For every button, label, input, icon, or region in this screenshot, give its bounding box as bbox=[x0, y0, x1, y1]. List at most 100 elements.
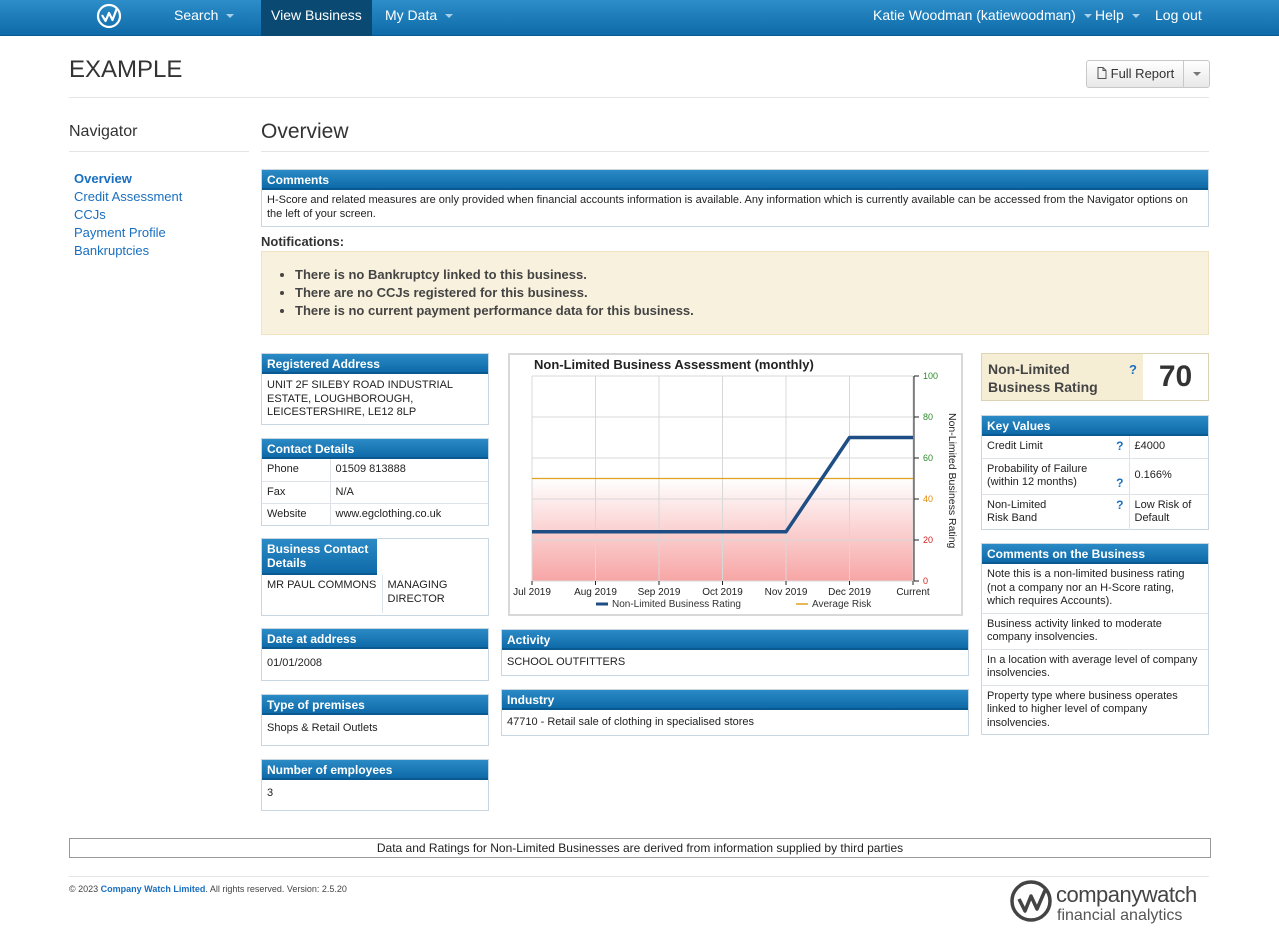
full-report-button[interactable]: Full Report bbox=[1087, 61, 1184, 87]
full-report-button-group: Full Report bbox=[1086, 60, 1210, 88]
series-line-rating bbox=[532, 435, 913, 534]
table-row: Fax N/A bbox=[262, 480, 488, 504]
employees-title: Number of employees bbox=[262, 760, 488, 780]
phone-value: 01509 813888 bbox=[335, 463, 406, 475]
list-item: Business activity linked to moderate com… bbox=[982, 612, 1208, 649]
chevron-down-icon bbox=[1192, 72, 1201, 76]
key-values-panel: Key Values ? Credit Limit £4000 Probabili… bbox=[981, 415, 1209, 530]
risk-band-value: Low Risk of Default bbox=[1129, 493, 1208, 530]
assessment-chart: Non-Limited Business Assessment (monthly… bbox=[508, 353, 963, 616]
nav-view-business[interactable]: View Business bbox=[261, 0, 372, 36]
industry-title: Industry bbox=[502, 690, 968, 710]
table-row: Probability of Failure (within 12 months… bbox=[982, 457, 1208, 494]
contact-role: MANAGING DIRECTOR bbox=[387, 579, 448, 605]
nav-user-menu[interactable]: Katie Woodman (katiewoodman) bbox=[873, 0, 1092, 36]
contact-details-title: Contact Details bbox=[262, 439, 488, 459]
chart-plot: 0 20 40 60 80 100 Jul 2019 Aug 2019 Sep 2019 Oct … bbox=[513, 371, 958, 610]
legend-label-rating: Non-Limited Business Rating bbox=[612, 599, 741, 610]
x-tick-label: Oct 2019 bbox=[702, 587, 743, 598]
disclaimer: Data and Ratings for Non-Limited Busines… bbox=[69, 838, 1211, 858]
navigator-link-ccjs[interactable]: CCJs bbox=[74, 207, 106, 222]
comments-text: H-Score and related measures are only pr… bbox=[267, 194, 1188, 220]
credit-limit-label-cell: ? Credit Limit bbox=[982, 436, 1130, 458]
business-comments-panel: Comments on the Business Note this is a … bbox=[981, 543, 1209, 735]
chevron-down-icon bbox=[445, 14, 454, 19]
y-tick-label: 100 bbox=[923, 371, 938, 381]
brand-name: companywatch bbox=[1056, 882, 1197, 907]
copyright-suffix: . All rights reserved. Version: 2.5.20 bbox=[205, 884, 347, 894]
navigator-link-credit-assessment[interactable]: Credit Assessment bbox=[74, 189, 183, 204]
chevron-down-icon bbox=[1083, 14, 1092, 19]
list-item: Note this is a non-limited business rati… bbox=[987, 568, 1185, 607]
rating-label: Non-Limited Business Rating bbox=[988, 361, 1098, 395]
nav-my-data-label: My Data bbox=[385, 7, 438, 23]
table-row: Phone 01509 813888 bbox=[262, 459, 488, 481]
help-icon[interactable]: ? bbox=[1116, 439, 1124, 453]
pof-label-cell: Probability of Failure (within 12 months… bbox=[982, 457, 1130, 494]
help-icon[interactable]: ? bbox=[1116, 476, 1124, 490]
table-row: MR PAUL COMMONS MANAGING DIRECTOR bbox=[262, 575, 488, 613]
key-values-title: Key Values bbox=[982, 416, 1208, 436]
business-contact-table: MR PAUL COMMONS MANAGING DIRECTOR bbox=[262, 575, 488, 613]
comments-panel: Comments H-Score and related measures ar… bbox=[261, 169, 1209, 227]
companywatch-brand-logo bbox=[1010, 880, 1052, 922]
pof-value: 0.166% bbox=[1129, 457, 1208, 494]
y-tick-label: 40 bbox=[923, 494, 933, 504]
business-comments-title: Comments on the Business bbox=[982, 544, 1208, 564]
premises-panel: Type of premises Shops & Retail Outlets bbox=[261, 694, 489, 746]
navigator-divider bbox=[69, 151, 249, 152]
nav-logout[interactable]: Log out bbox=[1155, 7, 1202, 23]
activity-value: SCHOOL OUTFITTERS bbox=[507, 656, 626, 668]
fax-value: N/A bbox=[330, 480, 488, 504]
business-comments-list: Note this is a non-limited business rati… bbox=[982, 564, 1208, 734]
date-at-address-title: Date at address bbox=[262, 629, 488, 649]
company-link[interactable]: Company Watch Limited bbox=[100, 884, 206, 894]
comments-title: Comments bbox=[262, 170, 1208, 190]
x-tick-label: Nov 2019 bbox=[765, 587, 808, 598]
date-at-address-value: 01/01/2008 bbox=[267, 657, 323, 669]
premises-value: Shops & Retail Outlets bbox=[267, 722, 378, 734]
copyright-prefix: © 2023 bbox=[69, 884, 99, 894]
website-label: Website bbox=[262, 503, 331, 526]
list-item: In a location with average level of comp… bbox=[982, 648, 1208, 685]
brand-subtitle: financial analytics bbox=[1057, 907, 1183, 924]
copyright: © 2023 Company Watch Limited. All rights… bbox=[69, 884, 347, 894]
header-divider bbox=[69, 97, 1209, 98]
credit-limit-value: £4000 bbox=[1134, 440, 1166, 452]
table-row: Website www.egclothing.co.uk bbox=[262, 503, 488, 526]
chevron-down-icon bbox=[226, 14, 235, 19]
x-tick-label: Sep 2019 bbox=[638, 587, 681, 598]
table-row: ? Non-Limited Risk Band Low Risk of Defau… bbox=[982, 493, 1208, 530]
navigator-link-bankruptcies[interactable]: Bankruptcies bbox=[74, 243, 150, 258]
navigator-link-overview[interactable]: Overview bbox=[74, 171, 132, 186]
x-tick-label: Jul 2019 bbox=[513, 587, 551, 598]
full-report-dropdown-toggle[interactable] bbox=[1184, 61, 1209, 87]
companywatch-logo-icon[interactable] bbox=[96, 3, 122, 29]
premises-title: Type of premises bbox=[262, 695, 488, 715]
activity-panel: Activity SCHOOL OUTFITTERS bbox=[501, 629, 969, 676]
business-contact-panel: Business Contact Details MR PAUL COMMONS… bbox=[261, 538, 489, 616]
notifications-label: Notifications: bbox=[261, 234, 345, 249]
key-values-table: ? Credit Limit £4000 Probability of Failu… bbox=[982, 436, 1208, 530]
page-title: EXAMPLE bbox=[69, 56, 183, 83]
nav-user-label: Katie Woodman (katiewoodman) bbox=[873, 7, 1076, 23]
contact-name: MR PAUL COMMONS bbox=[262, 575, 383, 613]
rating-label-cell: Non-Limited Business Rating ? bbox=[982, 354, 1143, 400]
y-tick-label: 60 bbox=[923, 453, 933, 463]
rating-help-icon[interactable]: ? bbox=[1129, 362, 1137, 377]
nav-search[interactable]: Search bbox=[174, 0, 235, 36]
x-tick-label: Current bbox=[896, 587, 930, 598]
navigator-link-payment-profile[interactable]: Payment Profile bbox=[74, 225, 166, 240]
credit-limit-label: Credit Limit bbox=[987, 440, 1043, 452]
y-tick-label: 0 bbox=[923, 576, 928, 586]
help-icon[interactable]: ? bbox=[1116, 497, 1124, 512]
business-contact-title: Business Contact Details bbox=[262, 539, 377, 575]
full-report-label: Full Report bbox=[1110, 66, 1175, 81]
nav-my-data[interactable]: My Data bbox=[385, 0, 454, 36]
phone-label: Phone bbox=[262, 459, 331, 481]
nav-help[interactable]: Help bbox=[1095, 0, 1140, 36]
chevron-down-icon bbox=[1131, 14, 1140, 19]
notification-item: There is no current payment performance … bbox=[295, 302, 1208, 320]
industry-panel: Industry 47710 - Retail sale of clothing… bbox=[501, 689, 969, 736]
registered-address-title: Registered Address bbox=[262, 354, 488, 374]
